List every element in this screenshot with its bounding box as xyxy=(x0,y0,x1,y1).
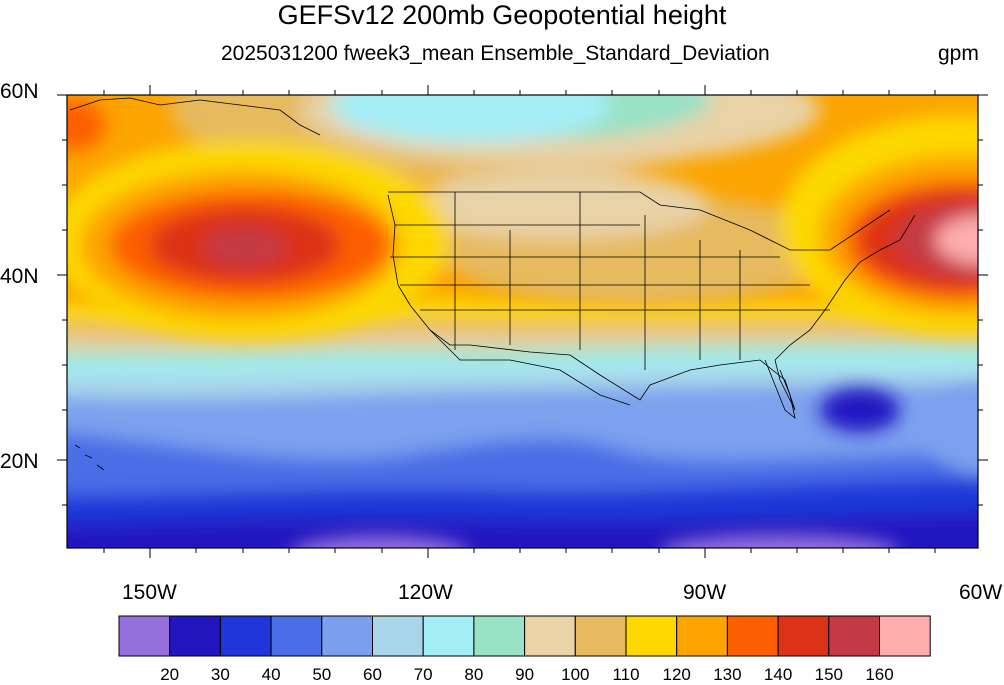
colorbar-label: 120 xyxy=(662,665,691,684)
canada-border xyxy=(388,191,891,251)
colorbar-swatch xyxy=(270,615,323,657)
colorbar-swatch xyxy=(321,615,373,657)
east-coast xyxy=(774,214,916,361)
band-30 xyxy=(67,512,978,548)
lon-label-150w: 150W xyxy=(122,581,177,604)
colorbar-label: 110 xyxy=(612,665,640,684)
lat-label-20n: 20N xyxy=(0,450,39,473)
colorbar-label: 130 xyxy=(713,665,742,684)
colorbar-swatch xyxy=(473,615,526,657)
colorbar-swatch xyxy=(118,615,171,657)
colorbar-label: 50 xyxy=(312,665,332,684)
colorbar-label: 60 xyxy=(363,665,382,684)
coastlines xyxy=(69,97,916,471)
colorbar-swatch xyxy=(524,615,576,657)
colorbar-label: 40 xyxy=(261,665,281,684)
colorbar-label: 80 xyxy=(464,665,484,684)
colorbar-swatch xyxy=(422,615,475,657)
colorbar-label: 70 xyxy=(413,665,433,684)
colorbar-swatch xyxy=(219,615,272,657)
colorbar xyxy=(118,615,931,657)
colorbar-label: 140 xyxy=(763,665,793,684)
east-pocket xyxy=(925,385,978,475)
florida xyxy=(764,359,796,420)
colorbar-label: 150 xyxy=(814,665,843,684)
lat-label-40n: 40N xyxy=(0,265,39,288)
map-subtitle: 2025031200 fweek3_mean Ensemble_Standard… xyxy=(221,42,770,65)
contour-field xyxy=(67,95,978,548)
lon-label-90w: 90W xyxy=(683,581,727,604)
colorbar-swatch xyxy=(828,615,880,657)
south-low-2 xyxy=(663,534,897,548)
colorbar-swatch xyxy=(726,615,779,657)
se-low xyxy=(820,388,900,432)
colorbar-label: 100 xyxy=(561,665,590,684)
alaska-coast xyxy=(69,97,321,136)
colorbar-swatch xyxy=(879,615,931,657)
axis-ticks xyxy=(57,85,988,558)
colorbar-swatch xyxy=(625,615,678,657)
map-title: GEFSv12 200mb Geopotential height xyxy=(277,0,727,30)
us-band-100 xyxy=(410,170,710,240)
colorbar-swatch xyxy=(574,615,627,657)
state-lines-2 xyxy=(390,224,830,311)
mexico-coast xyxy=(429,329,631,406)
south-low-1 xyxy=(295,535,465,548)
atlantic-band-170 xyxy=(935,215,978,265)
north-band-70 xyxy=(330,95,610,143)
colorbar-swatch xyxy=(777,615,830,657)
state-lines-1 xyxy=(454,192,741,370)
colorbar-swatch xyxy=(372,615,424,657)
hawaii xyxy=(74,444,105,471)
gulf-coast xyxy=(469,344,796,411)
pacific-band-160 xyxy=(203,227,287,267)
west-coast xyxy=(387,194,470,346)
nw-corner xyxy=(67,100,105,150)
map-frame xyxy=(66,94,979,549)
colorbar-label: 30 xyxy=(210,665,230,684)
colorbar-label: 90 xyxy=(515,665,535,684)
lat-label-60n: 60N xyxy=(0,80,39,103)
colorbar-label: 20 xyxy=(160,665,180,684)
units-label: gpm xyxy=(938,42,979,65)
colorbar-swatch xyxy=(676,615,728,657)
colorbar-label: 160 xyxy=(865,665,894,684)
lon-label-120w: 120W xyxy=(398,581,453,604)
colorbar-swatch xyxy=(169,615,221,657)
lon-label-60w: 60W xyxy=(959,581,1003,604)
